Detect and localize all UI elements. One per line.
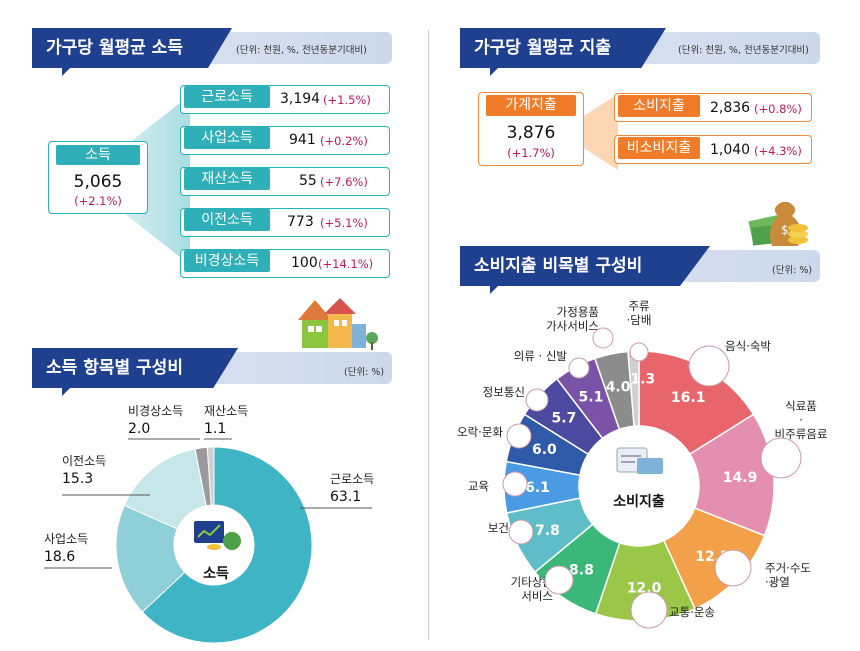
income-slice-value: 2.0 — [128, 421, 150, 437]
income-item-label: 이전소득 — [184, 209, 270, 231]
divider — [428, 30, 429, 640]
income-comp-title: 소득 항목별 구성비 — [32, 348, 238, 388]
exp-title: 가구당 월평균 지출 — [460, 28, 666, 68]
income-donut-center-label: 소득 — [203, 566, 229, 582]
category-badge-icon — [502, 471, 528, 497]
consumption-slice-label: 가정용품 가사서비스 — [546, 305, 599, 333]
exp-total-value: 3,876 — [506, 123, 556, 143]
cons-comp-title-tail — [490, 284, 500, 294]
consumption-slice-value: 7.8 — [535, 523, 560, 539]
consumption-slice-value: 8.8 — [569, 563, 594, 579]
consumption-slice-label: 의류 · 신발 — [514, 349, 568, 363]
svg-text:$: $ — [781, 223, 789, 237]
exp-item-change: (+4.3%) — [754, 144, 802, 158]
exp-title-tail — [490, 66, 500, 76]
income-item-value: 941 — [289, 132, 316, 148]
consumption-slice-label: 교육 — [468, 479, 489, 493]
income-item-value: 55 — [299, 173, 317, 189]
consumption-slice-label: 오락·문화 — [457, 425, 503, 439]
category-badge-icon — [508, 519, 534, 545]
income-comp-title-tail — [62, 386, 72, 396]
money-icon: $ — [748, 202, 808, 246]
cons-donut-center-label: 소비지출 — [613, 494, 665, 510]
income-title-tail — [62, 66, 72, 76]
income-slice-value: 1.1 — [204, 421, 226, 437]
income-item-label: 사업소득 — [184, 127, 270, 149]
consumption-slice-value: 14.9 — [723, 470, 758, 486]
exp-item-label: 비소비지출 — [618, 137, 700, 159]
income-slice-value: 63.1 — [330, 489, 361, 505]
income-donut-chart: 근로소득 63.1 사업소득 18.6 이전소득 15.3 비경상소득 2.0 재산소득 1.1 — [44, 404, 374, 644]
income-slice-label: 재산소득 — [204, 404, 248, 418]
income-total-change: (+2.1%) — [74, 194, 122, 208]
income-slice-label: 근로소득 — [330, 472, 374, 486]
income-item-value: 100 — [291, 255, 318, 271]
exp-total-change: (+1.7%) — [507, 146, 555, 160]
consumption-slice-value: 5.1 — [579, 390, 604, 406]
receipt-icon — [616, 447, 663, 474]
income-title: 가구당 월평균 소득 — [32, 28, 232, 68]
income-comp-unit: (단위: %) — [344, 367, 385, 378]
category-badge-icon — [568, 357, 590, 379]
category-badge-icon — [714, 549, 752, 587]
exp-item-change: (+0.8%) — [754, 102, 802, 116]
exp-item-label: 소비지출 — [618, 95, 700, 117]
category-badge-icon — [592, 327, 614, 349]
house-icon — [298, 298, 378, 350]
income-item-label: 비경상소득 — [184, 250, 270, 272]
income-slice-label: 이전소득 — [62, 454, 106, 468]
income-item-value: 3,194 — [280, 91, 321, 107]
category-badge-icon — [544, 565, 574, 595]
income-total-value: 5,065 — [73, 172, 123, 192]
consumption-slice-label: 보건 — [488, 521, 509, 535]
exp-item-value: 1,040 — [710, 142, 751, 158]
income-unit: (단위: 천원, %, 전년동분기대비) — [236, 45, 367, 56]
consumption-slice-value: 16.1 — [671, 390, 706, 406]
consumption-slice-label: 주류 ·담배 — [627, 299, 652, 327]
consumption-donut-chart: 16.114.912.212.08.87.86.16.05.75.14.01.3… — [457, 299, 828, 629]
category-badge-icon — [525, 388, 549, 412]
consumption-slice-label: 기타상품 서비스 — [511, 575, 553, 603]
income-slice-label: 비경상소득 — [128, 404, 183, 418]
category-badge-icon — [630, 591, 668, 629]
consumption-slice-value: 6.0 — [532, 442, 557, 458]
income-item-change: (+14.1%) — [318, 257, 374, 271]
income-slice-value: 18.6 — [44, 549, 75, 565]
consumption-slice-label: 주거·수도 ·광열 — [765, 561, 811, 589]
income-slice-value: 15.3 — [62, 471, 93, 487]
exp-item-value: 2,836 — [710, 100, 751, 116]
consumption-slice-value: 5.7 — [552, 411, 577, 427]
consumption-slice-value: 1.3 — [630, 372, 655, 388]
income-item-value: 773 — [287, 214, 314, 230]
consumption-slice-value: 6.1 — [525, 480, 550, 496]
consumption-slice-label: 음식·숙박 — [725, 339, 771, 353]
consumption-slice-label: 교통·운송 — [669, 605, 715, 619]
category-badge-icon — [629, 342, 649, 362]
income-item-change: (+7.6%) — [320, 175, 368, 189]
income-total-label: 소득 — [56, 145, 140, 165]
category-badge-icon — [760, 437, 802, 479]
income-slice-label: 사업소득 — [44, 532, 88, 546]
income-item-change: (+0.2%) — [320, 134, 368, 148]
income-item-label: 근로소득 — [184, 86, 270, 108]
cons-comp-title: 소비지출 비목별 구성비 — [460, 246, 710, 286]
exp-connector — [582, 94, 618, 170]
exp-total-label: 가계지출 — [486, 95, 576, 116]
cons-comp-unit: (단위: %) — [772, 265, 813, 276]
income-connector — [120, 95, 190, 265]
exp-unit: (단위: 천원, %, 전년동분기대비) — [678, 45, 809, 56]
income-item-change: (+1.5%) — [323, 93, 371, 107]
income-item-label: 재산소득 — [184, 168, 270, 190]
income-item-change: (+5.1%) — [320, 216, 368, 230]
consumption-slice-value: 4.0 — [606, 380, 631, 396]
consumption-slice-label: 식료품 · 비주류음료 — [775, 399, 828, 441]
category-badge-icon — [688, 345, 730, 387]
category-badge-icon — [506, 423, 532, 449]
income-chart-icon — [194, 521, 241, 550]
consumption-slice-label: 정보통신 — [483, 385, 525, 399]
